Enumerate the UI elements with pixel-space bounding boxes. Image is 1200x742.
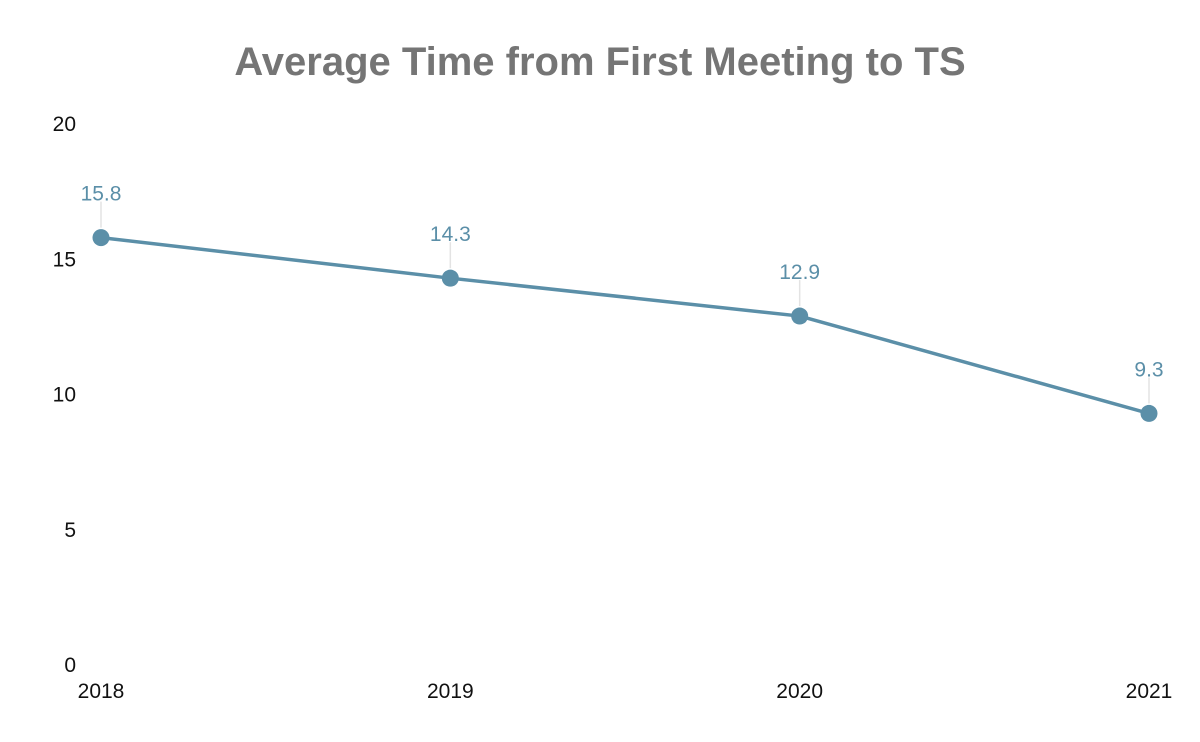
- x-tick-label: 2019: [427, 680, 474, 703]
- data-point: [791, 307, 809, 325]
- y-tick-label: 5: [64, 519, 76, 542]
- y-axis: 0 5 10 15 20: [53, 113, 76, 677]
- x-tick-label: 2018: [78, 680, 125, 703]
- x-tick-label: 2021: [1126, 680, 1173, 703]
- data-label: 12.9: [779, 261, 820, 284]
- data-labels: 15.8 14.3 12.9 9.3: [81, 183, 1164, 382]
- data-label: 15.8: [81, 183, 122, 206]
- data-label: 9.3: [1134, 358, 1163, 381]
- y-tick-label: 15: [53, 248, 76, 271]
- data-points: [92, 229, 1158, 422]
- x-tick-label: 2020: [776, 680, 823, 703]
- chart-title: Average Time from First Meeting to TS: [234, 40, 965, 84]
- y-tick-label: 0: [64, 654, 76, 677]
- data-label-leaders: [100, 201, 1150, 404]
- series-group: [99, 235, 1151, 416]
- x-axis: 2018 2019 2020 2021: [78, 680, 1173, 703]
- y-tick-label: 10: [53, 384, 76, 407]
- data-point: [1140, 404, 1158, 422]
- y-tick-label: 20: [53, 113, 76, 136]
- data-point: [92, 229, 110, 247]
- data-point: [441, 269, 459, 287]
- series-line: [99, 235, 1151, 416]
- data-label: 14.3: [430, 223, 471, 246]
